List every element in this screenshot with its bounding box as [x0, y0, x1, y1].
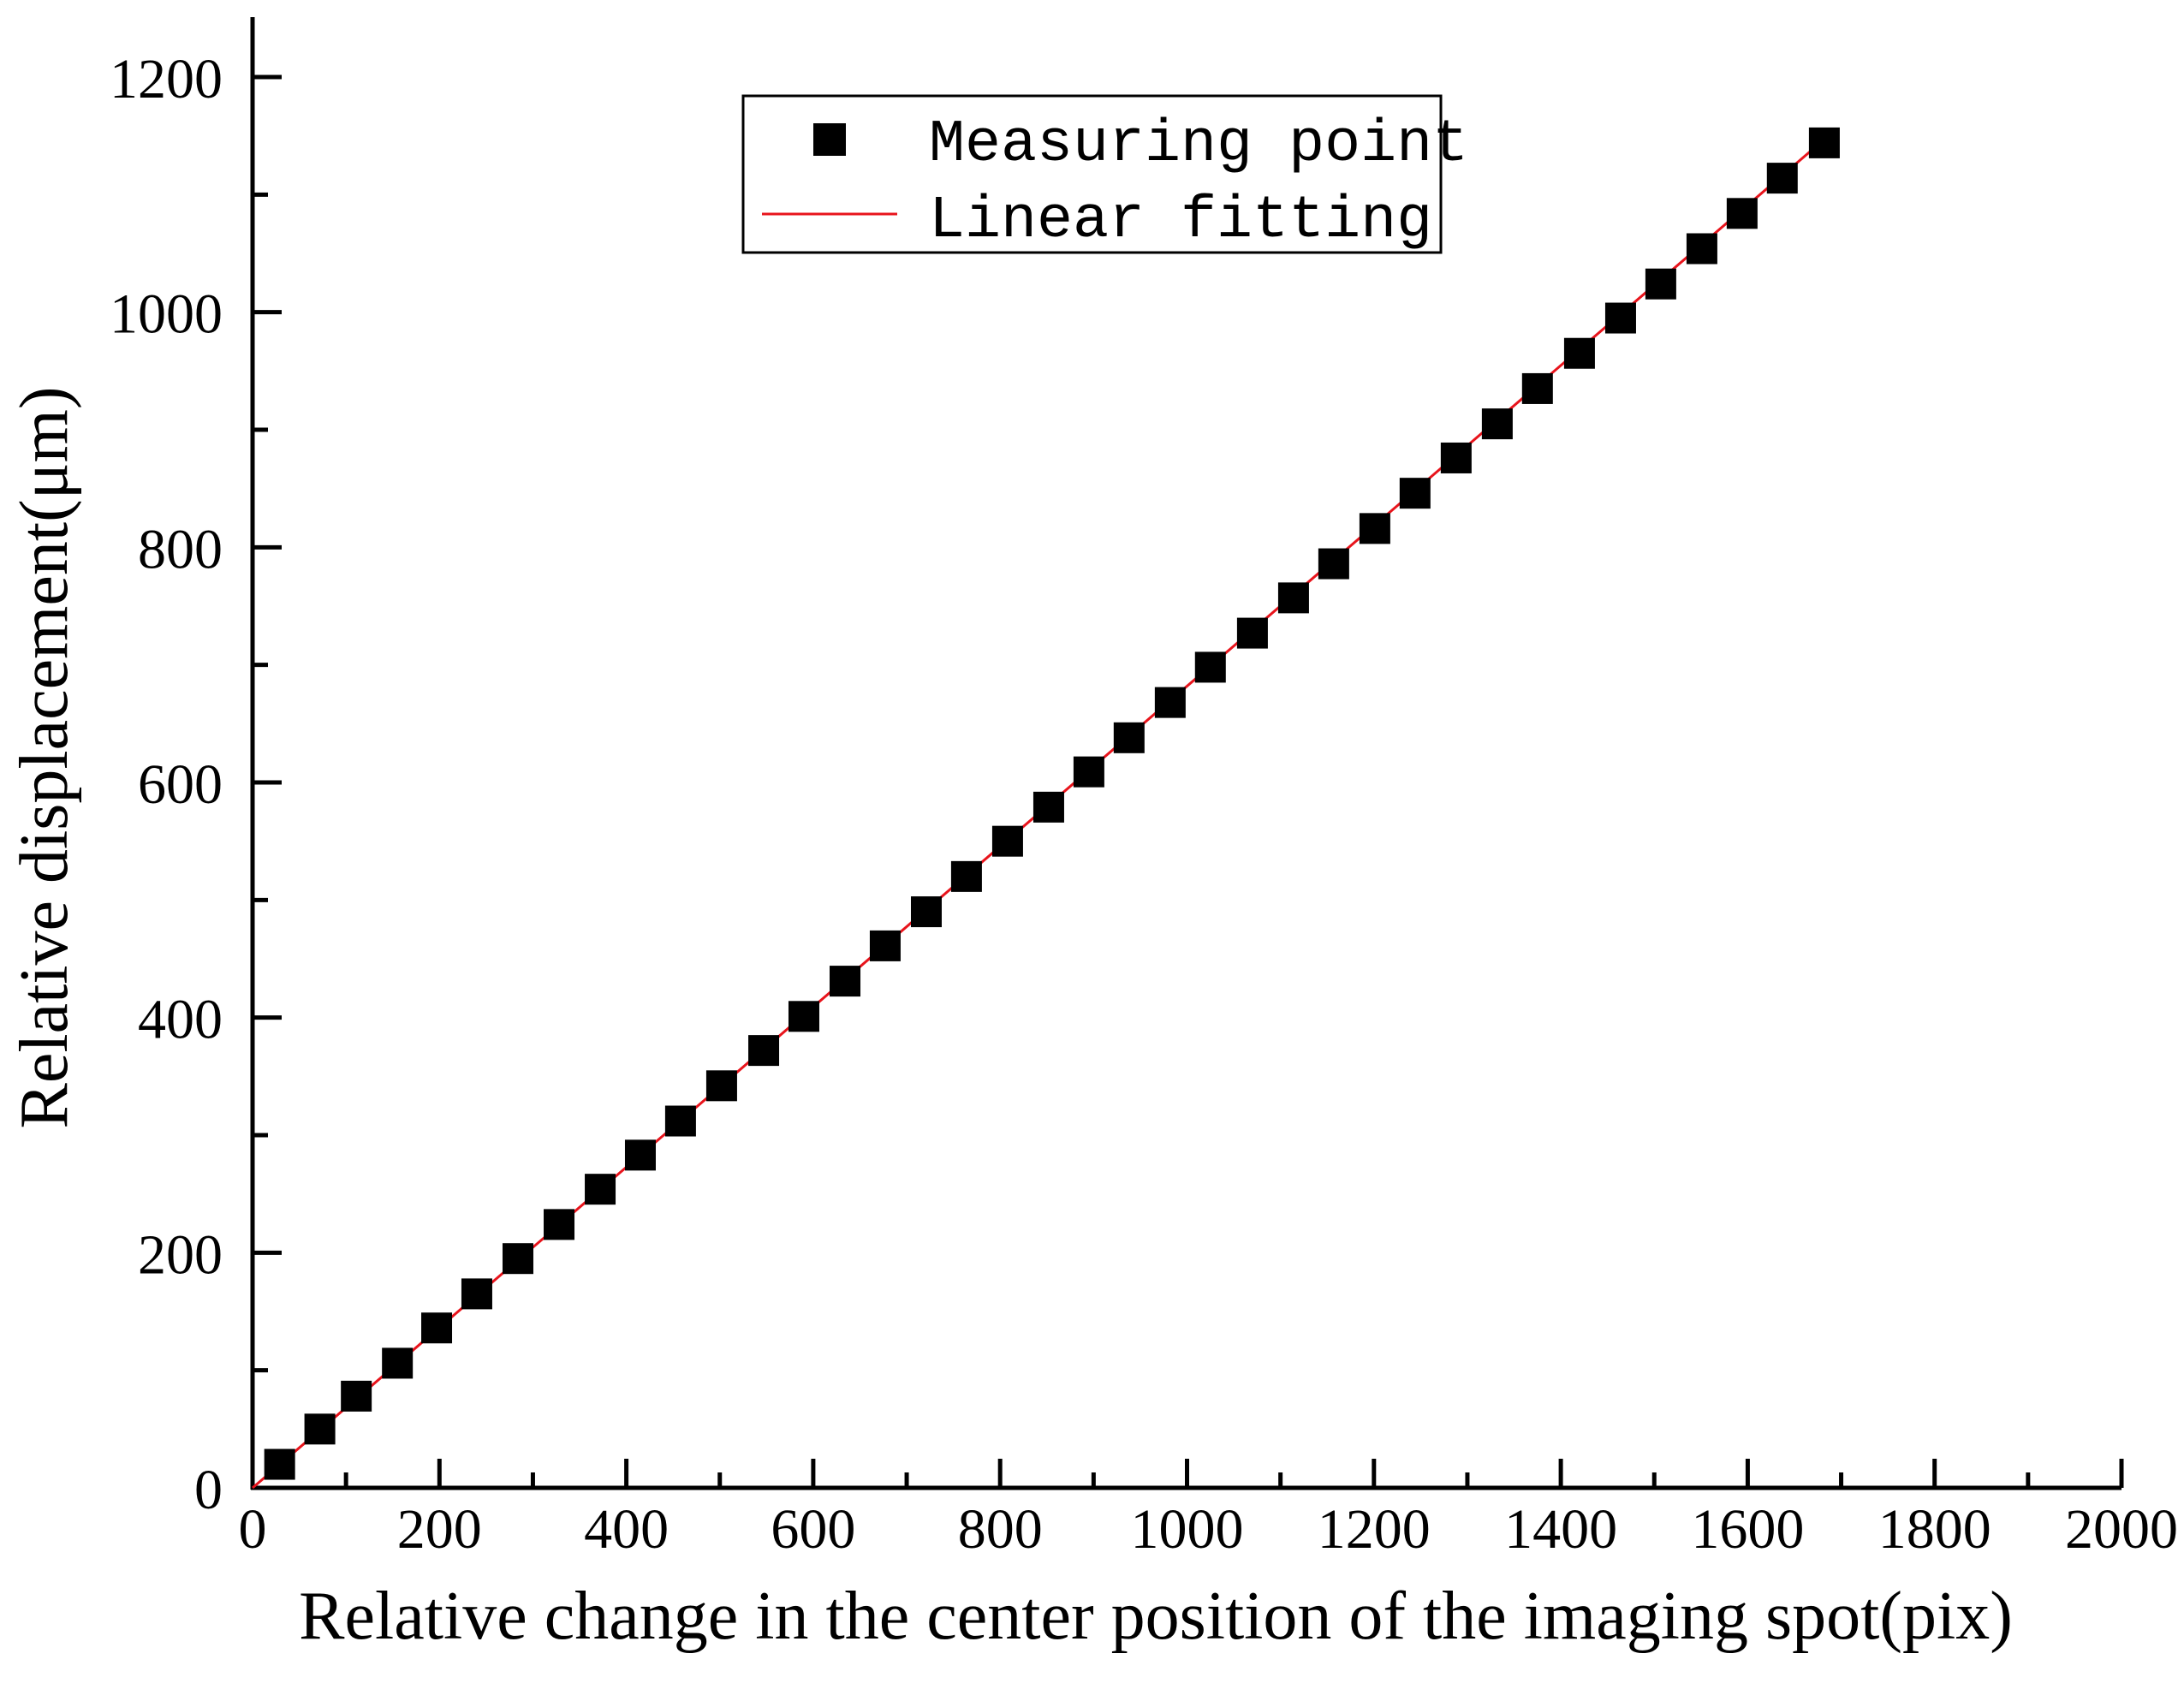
y-tick-label: 0	[194, 1459, 223, 1521]
measuring-point	[1113, 722, 1145, 753]
measuring-point	[788, 1001, 819, 1032]
measuring-point	[1766, 163, 1798, 194]
measuring-point	[1645, 268, 1676, 300]
measuring-point	[382, 1347, 414, 1379]
legend-box	[741, 94, 1443, 254]
measuring-point	[1440, 442, 1472, 473]
measuring-point	[1726, 198, 1758, 229]
measuring-point	[664, 1105, 696, 1137]
x-tick-label: 400	[584, 1498, 669, 1561]
measuring-point	[910, 896, 942, 928]
measuring-point	[1359, 513, 1390, 544]
measuring-point	[1236, 617, 1268, 649]
y-tick-label: 800	[138, 518, 223, 580]
measuring-point	[869, 930, 901, 961]
y-tick-label: 1000	[110, 283, 223, 346]
measuring-point	[461, 1278, 492, 1310]
x-tick-label: 1400	[1504, 1498, 1617, 1561]
measuring-point	[748, 1035, 780, 1067]
x-tick-label: 200	[397, 1498, 482, 1561]
legend-label-linear-fitting: Linear fitting	[929, 187, 1432, 255]
measuring-point	[1318, 548, 1349, 580]
measuring-point	[1604, 302, 1636, 334]
x-axis-ticks: 0 200 400 600 800 1000 1200 1400 1600 1800 2000	[239, 1459, 2178, 1561]
legend-marker-measuring-point	[813, 123, 846, 156]
x-tick-label: 2000	[2065, 1498, 2178, 1561]
measuring-points-layer	[264, 127, 1840, 1480]
x-tick-label: 1600	[1691, 1498, 1804, 1561]
measuring-point	[1686, 233, 1717, 265]
measuring-point	[830, 966, 861, 997]
measuring-point	[950, 860, 982, 892]
x-tick-label: 1000	[1131, 1498, 1244, 1561]
measuring-point	[705, 1070, 737, 1102]
measuring-point	[1194, 651, 1226, 683]
measuring-point	[341, 1380, 372, 1412]
measuring-point	[502, 1243, 533, 1275]
measuring-point	[1521, 372, 1553, 404]
legend-label-measuring-point: Measuring point	[929, 111, 1468, 179]
measuring-point	[544, 1209, 575, 1240]
measuring-point	[264, 1448, 295, 1480]
measuring-point	[1481, 408, 1513, 440]
x-tick-label: 800	[958, 1498, 1043, 1561]
x-tick-label: 0	[239, 1498, 267, 1561]
measuring-point	[624, 1139, 656, 1171]
measuring-point	[1808, 127, 1840, 158]
y-tick-label: 200	[138, 1223, 223, 1286]
measuring-point	[1032, 791, 1064, 823]
measuring-point	[1073, 756, 1104, 788]
measuring-point	[1277, 582, 1309, 614]
x-tick-label: 1200	[1318, 1498, 1431, 1561]
y-axis-ticks: 0 200 400 600 800 1000 1200	[110, 48, 282, 1521]
measuring-point	[304, 1413, 336, 1445]
measuring-point	[1154, 687, 1186, 718]
x-axis-title: Relative change in the center position o…	[299, 1579, 2013, 1654]
measuring-point	[585, 1174, 616, 1205]
y-tick-label: 600	[138, 753, 223, 816]
x-tick-label: 1800	[1878, 1498, 1991, 1561]
measuring-point	[1563, 337, 1595, 369]
x-tick-label: 600	[771, 1498, 855, 1561]
measuring-point	[421, 1312, 453, 1344]
measuring-point	[991, 825, 1023, 857]
y-tick-label: 400	[138, 989, 223, 1051]
measuring-point	[1399, 478, 1431, 509]
legend: Measuring point Linear fitting	[741, 94, 1468, 255]
y-axis-title: Relative displacement(μm)	[7, 386, 82, 1128]
y-tick-label: 1200	[110, 48, 223, 110]
